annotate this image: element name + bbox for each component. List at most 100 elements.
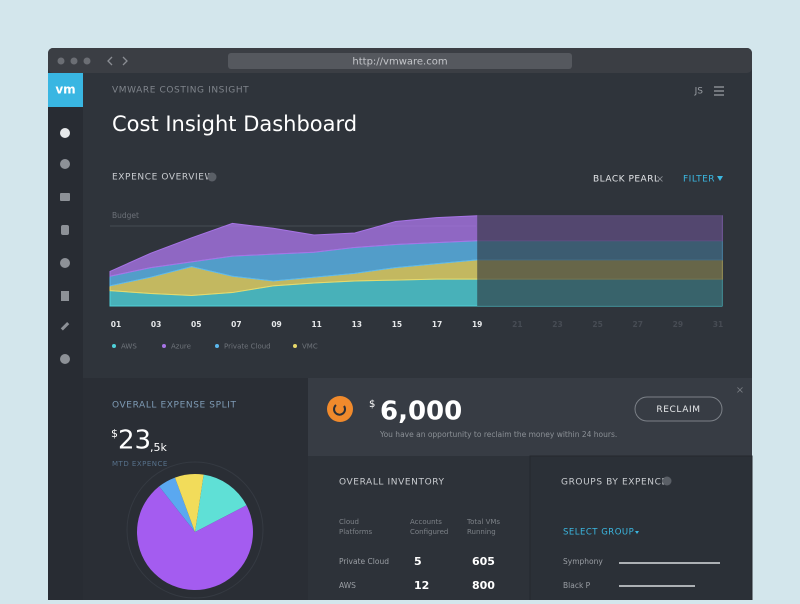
split-amount: 23 [118,426,151,456]
x-tick-label: 27 [633,320,643,329]
x-tick-label: 29 [673,320,683,329]
user-initials[interactable]: JS [694,87,704,97]
pie-slice [195,474,247,532]
reclaim-message: You have an opportunity to reclaim the m… [379,430,617,439]
url: http://vmware.com [352,57,447,68]
group-name: Symphony [563,557,603,566]
legend-swatch [112,344,116,348]
x-tick-label: 11 [311,320,321,329]
window-button[interactable] [83,57,91,65]
x-tick-label: 13 [352,320,362,329]
nav-icon[interactable] [60,159,70,169]
x-tick-label: 05 [191,320,201,329]
section-title: EXPENCE OVERVIEW [112,173,214,183]
x-tick-label: 01 [111,320,121,329]
section-title: OVERALL INVENTORY [339,478,445,488]
url-bar[interactable] [228,53,572,69]
column-header: Accounts [410,518,442,526]
legend-label: VMC [302,343,318,351]
column-header: Total VMs [466,518,500,526]
menu-icon[interactable] [714,86,724,96]
dropdown-icon[interactable] [635,531,639,534]
cell-value: 800 [472,579,495,592]
legend-label: Azure [171,343,191,351]
pie-slice [159,477,195,532]
group-name: Black P [563,581,591,590]
pie-halo [126,461,264,599]
forecast-overlay [477,210,722,306]
filter-button[interactable]: FILTER [683,175,715,185]
group-list: Symphony Black P [563,557,720,590]
cell-value: 5 [414,555,422,568]
x-tick-label: 25 [592,320,602,329]
split-amount-suffix: ,5k [150,441,167,454]
filter-tag-close[interactable]: × [656,174,664,185]
page-title: Cost Insight Dashboard [112,112,357,136]
nav-icon[interactable] [61,291,69,301]
reclaim-button[interactable] [634,396,723,422]
nav-icon[interactable] [60,354,70,364]
pie-slice [136,486,253,590]
legend-label: AWS [121,343,137,351]
x-tick-label: 23 [552,320,562,329]
nav-icon[interactable] [60,322,70,331]
x-tick-label: 15 [392,320,402,329]
budget-label: Budget [112,211,139,220]
info-icon[interactable] [662,476,672,486]
reclaim-banner [308,378,752,456]
filter-icon[interactable] [717,176,723,181]
cell-value: 605 [472,555,495,568]
column-header: Running [467,528,496,536]
cell-value: 12 [414,579,429,592]
row-label: Private Cloud [339,557,389,566]
x-tick-label: 19 [472,320,482,329]
nav-arrows[interactable] [107,56,128,66]
info-icon[interactable] [207,172,217,182]
nav-icon[interactable] [60,258,70,268]
legend-label: Private Cloud [224,343,271,351]
x-tick-label: 31 [713,320,723,329]
banner-close[interactable]: × [736,385,744,396]
reclaim-amount: 6,000 [380,397,462,427]
nav-icon[interactable] [61,225,69,235]
column-header: Platforms [339,528,373,536]
row-label: AWS [339,581,356,590]
logo-text: vm [55,83,75,97]
nav-icon[interactable] [60,193,70,201]
legend-swatch [293,344,297,348]
groups-panel [529,455,753,604]
logo[interactable] [48,73,83,107]
inventory-panel [308,456,530,604]
filter-tag[interactable]: BLACK PEARL [593,175,659,185]
reclaim-icon [327,396,353,422]
reclaim-icon-glyph [333,404,347,416]
split-caption: MTD EXPENCE [112,460,168,468]
inventory-table: Cloud Platforms Accounts Configured Total VM… [339,518,500,592]
pie-chart [136,473,253,590]
app-name: VMWARE COSTING INSIGHT [112,86,249,96]
x-tick-label: 09 [271,320,281,329]
group-select[interactable]: SELECT GROUP [563,528,634,538]
expense-chart: Budget 01 03 05 07 09 11 13 15 17 19 21 23 25 27 29 31 AW… [109,210,723,351]
pie-slice [174,473,204,532]
column-header: Configured [410,528,448,536]
section-title: GROUPS BY EXPENCE [561,478,668,488]
section-title: OVERALL EXPENSE SPLIT [112,401,237,411]
x-tick-label: 17 [432,320,442,329]
reclaim-button-label: RECLAIM [656,405,700,415]
x-tick-label: 21 [512,320,522,329]
nav-icon[interactable] [60,128,70,138]
legend-swatch [215,344,219,348]
x-tick-label: 07 [231,320,241,329]
column-header: Cloud [339,518,359,526]
legend-swatch [162,344,166,348]
currency: $ [111,427,118,440]
window-button[interactable] [70,57,78,65]
x-tick-label: 03 [151,320,161,329]
currency: $ [369,399,375,410]
sidebar [48,73,83,604]
sidebar-icons [60,128,70,364]
window-button[interactable] [57,57,65,65]
